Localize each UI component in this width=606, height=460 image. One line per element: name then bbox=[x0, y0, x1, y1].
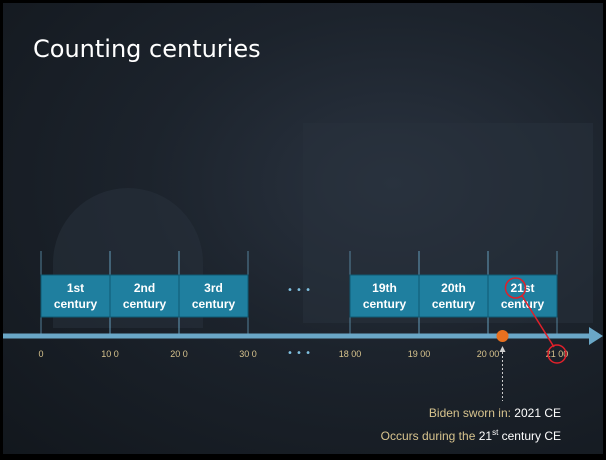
century-ordinal: 21st bbox=[510, 281, 534, 295]
century-block: 20th century bbox=[418, 251, 489, 336]
century-word: century bbox=[501, 297, 545, 311]
century-ordinal: 1st bbox=[67, 281, 84, 295]
marker-arrowhead-icon bbox=[499, 346, 506, 352]
century-block: 1st century bbox=[40, 251, 111, 336]
century-block: 21st century bbox=[487, 251, 558, 336]
tick-label: 20 00 bbox=[477, 349, 500, 359]
century-ordinal: 2nd bbox=[134, 281, 155, 295]
axis-arrow-icon bbox=[589, 327, 603, 345]
century-block: 2nd century bbox=[109, 251, 180, 336]
tick-label: 30 0 bbox=[239, 349, 257, 359]
caption-line2-sup: st bbox=[492, 428, 499, 437]
century-timeline: 1st century 2nd century 3rd century 19th centur… bbox=[3, 251, 603, 401]
year-marker-dot bbox=[496, 330, 509, 342]
century-ordinal: 3rd bbox=[204, 281, 223, 295]
caption-line2-suffix: century CE bbox=[498, 429, 561, 443]
caption-line2-num: 21 bbox=[478, 429, 493, 443]
century-block: 19th century bbox=[349, 251, 420, 336]
century-box bbox=[40, 274, 111, 318]
tick-label: 19 00 bbox=[408, 349, 431, 359]
highlight-circle-tick bbox=[547, 344, 567, 364]
slide: Counting centuries 1st century 2nd century 3… bbox=[3, 3, 603, 454]
century-word: century bbox=[123, 297, 167, 311]
tick-label: 10 0 bbox=[101, 349, 119, 359]
century-block: 3rd century bbox=[178, 251, 249, 336]
century-ordinal: 20th bbox=[441, 281, 466, 295]
gap-ellipsis: • • • bbox=[287, 348, 311, 359]
caption-line-2: Occurs during the 21st century CE bbox=[281, 423, 561, 446]
gap-ellipsis: • • • bbox=[287, 285, 311, 296]
highlight-circle-ordinal bbox=[504, 277, 527, 299]
tick-label: 20 0 bbox=[170, 349, 188, 359]
century-word: century bbox=[54, 297, 98, 311]
century-box bbox=[109, 274, 180, 318]
century-box bbox=[418, 274, 489, 318]
century-box bbox=[178, 274, 249, 318]
caption: Biden sworn in: 2021 CE Occurs during th… bbox=[281, 403, 561, 446]
caption-line1-value: 2021 CE bbox=[514, 406, 561, 420]
century-ordinal: 19th bbox=[372, 281, 397, 295]
annotation-stroke bbox=[520, 294, 555, 348]
caption-line2-prefix: Occurs during the bbox=[380, 429, 479, 443]
century-word: century bbox=[192, 297, 236, 311]
slide-title: Counting centuries bbox=[33, 35, 261, 63]
century-word: century bbox=[363, 297, 407, 311]
tick-label: 21 00 bbox=[546, 349, 569, 359]
tick-label: 18 00 bbox=[339, 349, 362, 359]
caption-line-1: Biden sworn in: 2021 CE bbox=[281, 403, 561, 423]
century-word: century bbox=[432, 297, 476, 311]
century-box bbox=[487, 274, 558, 318]
caption-line1-prefix: Biden sworn in: bbox=[428, 406, 515, 420]
tick-label: 0 bbox=[38, 349, 43, 359]
